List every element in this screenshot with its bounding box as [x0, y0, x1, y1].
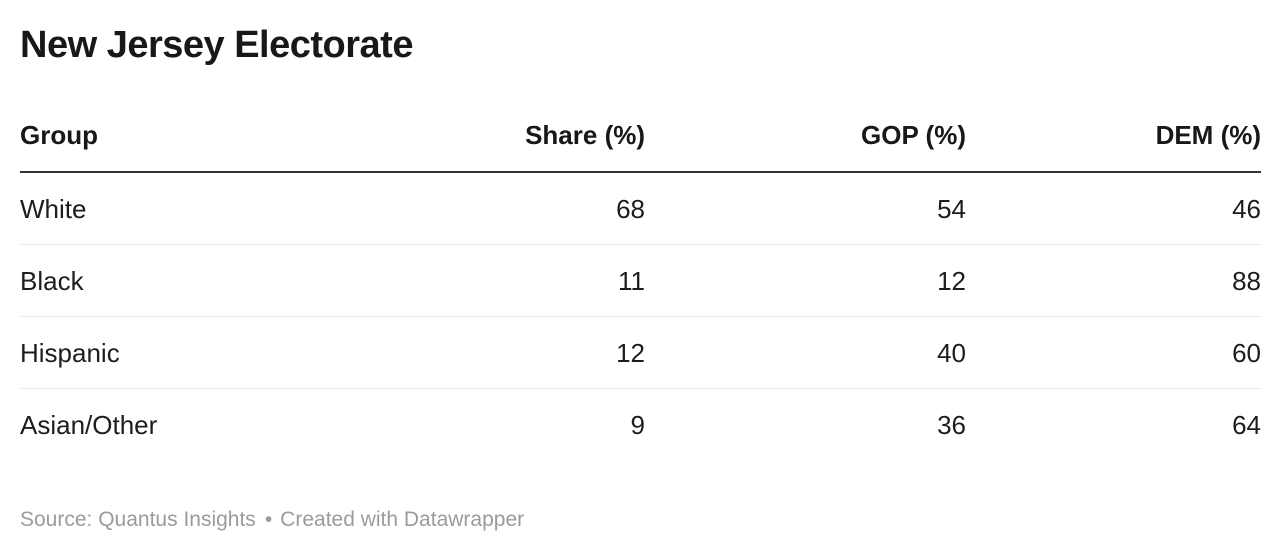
cell-share: 68 — [330, 171, 645, 245]
cell-share: 12 — [330, 316, 645, 389]
cell-share: 9 — [630, 409, 645, 440]
cell-gop: 36 — [937, 409, 966, 440]
cell-dem: 60 — [966, 316, 1261, 389]
cell-dem: 46 — [966, 171, 1261, 245]
cell-group: Black — [20, 244, 330, 317]
table-row: White 68 54 46 — [20, 171, 1261, 245]
column-header-gop: GOP (%) — [645, 103, 966, 173]
chart-title: New Jersey Electorate — [20, 24, 413, 66]
table-row: Asian/Other 9 36 64 — [20, 388, 1261, 460]
column-header-dem: DEM (%) — [966, 103, 1261, 173]
table-row: Black 11 12 88 — [20, 244, 1261, 317]
source-name: Quantus Insights — [98, 507, 256, 531]
attribution-text: Created with Datawrapper — [280, 507, 525, 531]
source-label: Source: — [20, 507, 93, 531]
cell-dem: 88 — [966, 244, 1261, 317]
table-header-row: Group Share (%) GOP (%) DEM (%) — [20, 103, 1261, 173]
electorate-table: Group Share (%) GOP (%) DEM (%) White 68… — [20, 103, 1261, 460]
cell-group: White — [20, 171, 330, 245]
cell-gop: 54 — [645, 171, 966, 245]
cell-gop: 12 — [645, 244, 966, 317]
cell-dem: 64 — [1232, 409, 1261, 440]
footer-separator: • — [264, 507, 273, 531]
cell-group: Asian/Other — [20, 409, 158, 440]
column-header-share: Share (%) — [330, 103, 645, 173]
table-row: Hispanic 12 40 60 — [20, 316, 1261, 389]
chart-footer: Source: Quantus Insights • Created with Da… — [20, 507, 1261, 533]
cell-group: Hispanic — [20, 316, 330, 389]
column-header-group: Group — [20, 103, 330, 173]
cell-gop: 40 — [645, 316, 966, 389]
cell-share: 11 — [330, 244, 645, 317]
